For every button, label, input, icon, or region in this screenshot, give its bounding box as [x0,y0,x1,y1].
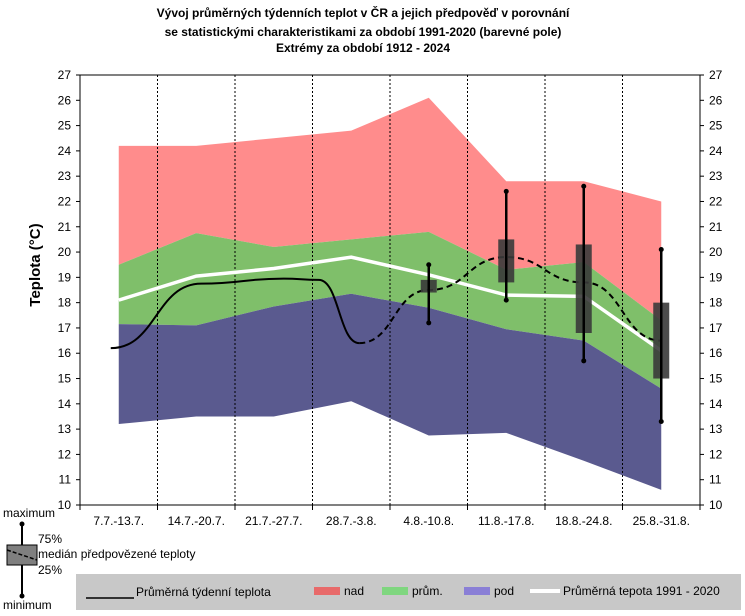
y-tick-label-right: 22 [709,194,723,208]
y-tick-label-right: 12 [709,447,723,461]
y-tick-label-left: 11 [59,473,72,487]
y-tick-label-left: 18 [58,296,72,310]
legend-label-normal: prům. [412,584,443,598]
box-key: maximum 75% medián předpovězené teploty … [3,506,195,612]
y-tick-label-left: 10 [58,498,72,512]
chart-title: Vývoj průměrných týdenních teplot v ČR a… [157,5,570,20]
plot-area: 10 10 11 11 12 12 13 13 14 14 15 15 16 16 17 17 18 18 19 19… [58,68,723,528]
series-forecast-median [359,256,662,345]
chart-subtitle-line-1: se statistickými charakteristikami za ob… [165,25,562,39]
band-above [118,97,662,321]
y-tick-label-right: 11 [709,473,722,487]
x-tick-label: 18.8.-24.8. [555,514,612,528]
y-tick-label-right: 14 [709,397,723,411]
y-tick-label-left: 22 [58,194,72,208]
legend-label-below: pod [494,584,514,598]
forecast-min-point [503,297,509,303]
y-tick-label-right: 23 [709,169,723,183]
y-tick-label-right: 15 [709,372,723,386]
y-tick-label-left: 24 [58,144,72,158]
y-tick-label-right: 16 [709,346,723,360]
box-key-median-line [6,549,38,561]
y-tick-label-right: 20 [709,245,723,259]
x-tick-label: 14.7.-20.7. [168,514,225,528]
legend-label-observed: Průměrná týdenní teplota [136,585,271,599]
y-tick-label-right: 13 [709,422,723,436]
forecast-max-point [658,247,664,253]
y-tick-label-left: 20 [58,245,72,259]
legend-label-above: nad [344,584,364,598]
series-observed [110,277,360,350]
x-tick-label: 28.7.-3.8. [326,514,377,528]
y-axis-label: Teplota (°C) [27,223,44,306]
box-key-max-dot [19,521,25,527]
x-tick-label: 25.8.-31.8. [633,514,690,528]
forecast-min-point [658,419,664,425]
y-tick-label-left: 16 [58,346,72,360]
y-tick-label-right: 26 [709,93,723,107]
y-tick-label-left: 19 [58,270,72,284]
x-tick-label: 11.8.-17.8. [478,514,534,528]
y-tick-label-left: 26 [58,93,72,107]
y-tick-label-left: 27 [58,68,72,82]
forecast-max-point [503,188,509,194]
y-tick-label-right: 18 [709,296,723,310]
legend-swatch-above [314,587,340,595]
x-tick-label: 4.8.-10.8. [403,514,454,528]
y-tick-label-left: 15 [58,372,72,386]
forecast-max-point [581,183,587,189]
y-tick-label-left: 23 [58,169,72,183]
box-key-q25-label: 25% [38,563,62,577]
y-tick-label-right: 27 [709,68,723,82]
box-key-maximum-label: maximum [3,506,55,520]
y-tick-label-left: 21 [58,220,72,234]
y-tick-label-right: 25 [709,119,723,133]
legend-background [76,574,741,610]
box-key-median-label: medián předpovězené teploty [38,547,195,561]
y-tick-label-left: 12 [58,447,72,461]
legend-label-mean: Průměrná tepota 1991 - 2020 [563,584,720,598]
y-tick-label-right: 21 [709,220,723,234]
x-tick-label: 7.7.-13.7. [93,514,144,528]
y-tick-label-right: 10 [709,498,723,512]
forecast-max-point [426,262,432,268]
chart-subtitle-line-2: Extrémy za období 1912 - 2024 [276,41,450,55]
y-tick-label-left: 14 [58,397,72,411]
legend-swatch-normal [382,587,408,595]
box-key-minimum-label: minimum [3,598,52,612]
y-tick-label-left: 13 [58,422,72,436]
y-tick-label-right: 17 [709,321,723,335]
series-normal-mean [118,255,663,353]
legend-swatch-below [464,587,490,595]
legend: Průměrná týdenní teplota nad prům. pod P… [76,574,741,610]
y-tick-label-left: 25 [58,119,72,133]
forecast-min-point [426,320,432,326]
box-key-q75-label: 75% [38,532,62,546]
y-tick-label-left: 17 [58,321,72,335]
y-tick-label-right: 24 [709,144,723,158]
forecast-min-point [581,358,587,364]
box-key-min-dot [19,593,25,599]
y-tick-label-right: 19 [709,270,723,284]
x-tick-label: 21.7.-27.7. [245,514,302,528]
